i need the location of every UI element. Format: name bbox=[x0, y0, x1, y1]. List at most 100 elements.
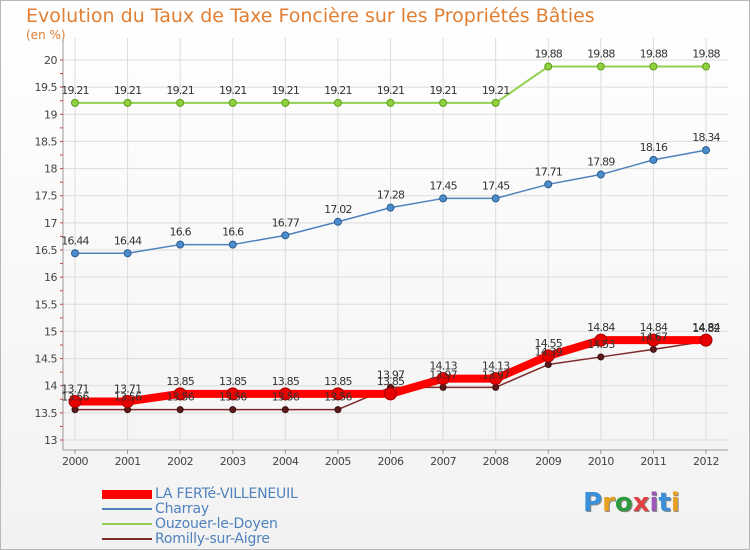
data-point-ouzouer bbox=[71, 98, 79, 107]
data-point-charray bbox=[649, 155, 658, 164]
legend-swatch bbox=[102, 489, 152, 499]
data-label-ouzouer: 19.21 bbox=[61, 84, 89, 97]
data-label-la-ferte: 14.84 bbox=[640, 321, 668, 334]
data-point-romilly bbox=[544, 361, 552, 369]
data-label-charray: 16.44 bbox=[114, 234, 142, 247]
data-point-romilly bbox=[281, 406, 289, 414]
data-point-romilly bbox=[176, 406, 184, 414]
legend-item-charray: Charray bbox=[102, 501, 209, 517]
data-label-la-ferte: 13.85 bbox=[377, 375, 405, 388]
legend-swatch bbox=[102, 523, 152, 525]
y-tick-label: 16.5 bbox=[35, 244, 58, 257]
y-tick-label: 13.5 bbox=[35, 407, 58, 420]
data-label-charray: 17.02 bbox=[324, 203, 352, 216]
data-label-la-ferte: 14.84 bbox=[692, 321, 720, 334]
data-point-la-ferte bbox=[489, 372, 503, 386]
data-label-ouzouer: 19.21 bbox=[114, 84, 142, 97]
data-label-romilly: 13.97 bbox=[377, 368, 405, 381]
y-tick-label: 16 bbox=[44, 271, 57, 284]
data-point-charray bbox=[439, 194, 448, 203]
data-label-la-ferte: 14.55 bbox=[535, 337, 563, 350]
data-point-ouzouer bbox=[439, 98, 448, 107]
data-label-romilly: 13.97 bbox=[482, 368, 510, 381]
data-point-romilly bbox=[597, 353, 605, 361]
x-tick-label: 2000 bbox=[62, 455, 88, 468]
data-point-ouzouer bbox=[491, 98, 500, 107]
data-point-la-ferte bbox=[699, 333, 713, 347]
data-label-ouzouer: 19.21 bbox=[377, 84, 405, 97]
y-tick-label: 19 bbox=[44, 108, 57, 121]
data-point-romilly bbox=[492, 383, 500, 391]
data-label-ouzouer: 19.21 bbox=[219, 84, 247, 97]
data-point-la-ferte bbox=[226, 387, 240, 401]
data-label-romilly: 14.67 bbox=[640, 330, 668, 343]
data-label-romilly: 13.56 bbox=[324, 391, 352, 404]
data-point-la-ferte bbox=[173, 387, 187, 401]
data-label-la-ferte: 13.71 bbox=[61, 382, 89, 395]
data-point-ouzouer bbox=[702, 62, 710, 71]
data-point-ouzouer bbox=[386, 98, 395, 107]
data-point-ouzouer bbox=[544, 62, 553, 71]
x-tick-label: 2011 bbox=[640, 455, 666, 468]
y-tick-label: 17.5 bbox=[35, 190, 58, 203]
data-label-romilly: 13.56 bbox=[272, 391, 300, 404]
legend-item-la-ferte: LA FERTé-VILLENEUIL bbox=[102, 486, 298, 502]
data-point-la-ferte bbox=[594, 333, 608, 347]
data-point-la-ferte bbox=[278, 387, 292, 401]
legend-label: Romilly-sur-Aigre bbox=[155, 531, 270, 547]
data-point-romilly bbox=[229, 406, 237, 414]
chart-title: Evolution du Taux de Taxe Foncière sur l… bbox=[26, 5, 595, 27]
data-point-charray bbox=[281, 231, 290, 240]
x-tick-label: 2006 bbox=[378, 455, 404, 468]
data-label-romilly: 14.39 bbox=[535, 346, 563, 359]
y-tick-label: 19.5 bbox=[35, 81, 58, 94]
data-label-charray: 17.89 bbox=[587, 156, 615, 169]
x-tick-label: 2012 bbox=[693, 455, 719, 468]
data-point-romilly bbox=[439, 383, 447, 391]
y-tick-label: 14.5 bbox=[35, 353, 58, 366]
x-tick-label: 2010 bbox=[588, 455, 614, 468]
y-tick-label: 20 bbox=[44, 54, 57, 67]
data-point-la-ferte bbox=[68, 394, 82, 408]
y-tick-label: 18.5 bbox=[35, 135, 58, 148]
data-label-la-ferte: 14.13 bbox=[429, 360, 457, 373]
legend-label: LA FERTé-VILLENEUIL bbox=[155, 486, 298, 502]
y-tick-label: 14 bbox=[44, 380, 57, 393]
data-point-romilly bbox=[334, 406, 342, 414]
data-point-romilly bbox=[649, 345, 657, 353]
data-label-ouzouer: 19.21 bbox=[429, 84, 457, 97]
data-label-charray: 17.28 bbox=[377, 189, 405, 202]
legend-item-romilly: Romilly-sur-Aigre bbox=[102, 531, 270, 547]
data-point-la-ferte bbox=[384, 387, 397, 401]
x-tick-label: 2004 bbox=[272, 455, 298, 468]
data-label-romilly: 13.56 bbox=[219, 391, 247, 404]
data-label-charray: 16.6 bbox=[170, 226, 192, 239]
data-point-la-ferte bbox=[331, 387, 345, 401]
data-label-la-ferte: 13.85 bbox=[324, 375, 352, 388]
data-point-charray bbox=[228, 240, 237, 249]
data-label-la-ferte: 13.85 bbox=[272, 375, 300, 388]
legend-swatch bbox=[102, 508, 152, 510]
x-tick-label: 2008 bbox=[483, 455, 509, 468]
data-label-charray: 18.34 bbox=[692, 131, 720, 144]
data-point-charray bbox=[333, 217, 342, 226]
legend-label: Charray bbox=[155, 501, 209, 517]
data-label-la-ferte: 13.71 bbox=[114, 382, 142, 395]
data-label-la-ferte: 14.13 bbox=[482, 360, 510, 373]
data-label-ouzouer: 19.88 bbox=[535, 48, 563, 61]
data-label-charray: 16.77 bbox=[272, 216, 300, 229]
data-point-la-ferte bbox=[646, 333, 660, 347]
data-point-la-ferte bbox=[436, 372, 450, 386]
data-point-ouzouer bbox=[596, 62, 605, 71]
x-tick-label: 2002 bbox=[167, 455, 193, 468]
data-point-charray bbox=[596, 170, 605, 179]
data-label-charray: 17.45 bbox=[482, 179, 510, 192]
y-tick-label: 15.5 bbox=[35, 298, 58, 311]
x-tick-label: 2003 bbox=[220, 455, 246, 468]
y-tick-label: 13 bbox=[44, 434, 57, 447]
data-point-charray bbox=[176, 240, 185, 249]
data-label-romilly: 14.53 bbox=[587, 338, 615, 351]
data-label-ouzouer: 19.21 bbox=[324, 84, 352, 97]
